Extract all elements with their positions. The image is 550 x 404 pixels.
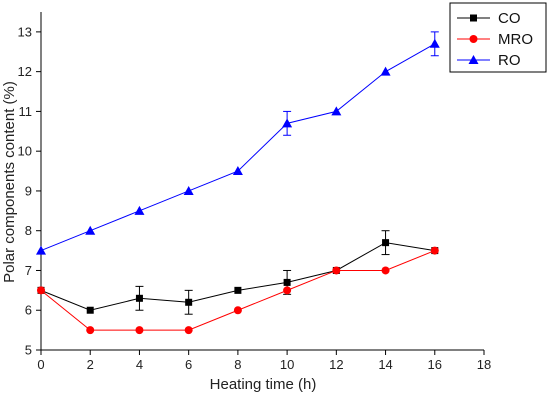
legend-marker: [469, 35, 478, 43]
x-tick-label: 2: [87, 357, 94, 372]
data-point: [135, 294, 143, 302]
data-point: [37, 286, 45, 295]
data-point: [282, 118, 293, 128]
data-point: [332, 266, 341, 275]
data-point: [232, 166, 243, 176]
x-tick-label: 10: [280, 357, 294, 372]
data-point: [331, 106, 342, 116]
data-point: [381, 266, 390, 275]
x-tick-label: 0: [37, 357, 44, 372]
legend-item-ro: RO: [457, 52, 521, 69]
legend-label: RO: [498, 52, 521, 69]
legend-label: MRO: [498, 31, 533, 48]
y-tick-label: 10: [18, 144, 32, 159]
data-point: [380, 66, 391, 76]
legend-label: CO: [498, 10, 521, 27]
series-ro: [36, 31, 440, 255]
x-tick-label: 18: [477, 357, 491, 372]
data-point: [134, 205, 145, 215]
x-axis-label: Heating time (h): [210, 376, 317, 393]
x-ticks: 0 2 4 6 8 10 12 14 16 18: [37, 350, 491, 372]
data-point: [86, 326, 95, 335]
data-point: [135, 326, 144, 335]
plot-frame: [40, 12, 484, 351]
series-mro: [37, 246, 439, 335]
x-tick-label: 8: [234, 357, 241, 372]
data-point: [234, 286, 242, 294]
legend: CO MRO RO: [449, 2, 547, 73]
y-tick-label: 5: [25, 343, 32, 358]
data-point: [382, 239, 390, 247]
data-point: [183, 185, 194, 195]
data-point: [283, 278, 291, 286]
data-point: [85, 225, 96, 235]
legend-item-co: CO: [457, 10, 521, 27]
series-line-ro: [40, 43, 436, 252]
series-layer: [36, 31, 440, 335]
y-tick-label: 11: [19, 104, 33, 119]
y-tick-label: 8: [25, 223, 32, 238]
data-point: [185, 298, 193, 306]
x-tick-label: 12: [329, 357, 343, 372]
data-point: [429, 38, 440, 48]
x-tick-label: 16: [428, 357, 442, 372]
x-tick-label: 6: [185, 357, 192, 372]
y-tick-label: 6: [25, 303, 32, 318]
x-tick-label: 4: [136, 357, 143, 372]
y-axis-label: Polar components content (%): [1, 81, 18, 283]
y-tick-label: 12: [18, 64, 32, 79]
data-point: [184, 326, 193, 335]
y-tick-label: 7: [25, 263, 32, 278]
y-ticks: 5 6 7 8 9 10 11 12 13: [18, 24, 41, 358]
y-tick-label: 9: [25, 183, 32, 198]
data-point: [233, 306, 242, 315]
data-point: [36, 245, 46, 255]
legend-item-mro: MRO: [457, 31, 533, 48]
x-tick-label: 14: [378, 357, 392, 372]
legend-marker: [468, 55, 479, 64]
data-point: [86, 306, 94, 314]
series-line-co: [40, 242, 435, 311]
series-co: [37, 230, 439, 315]
y-tick-label: 13: [18, 24, 32, 39]
data-point: [430, 246, 439, 255]
data-point: [283, 286, 292, 295]
legend-marker: [470, 14, 477, 22]
